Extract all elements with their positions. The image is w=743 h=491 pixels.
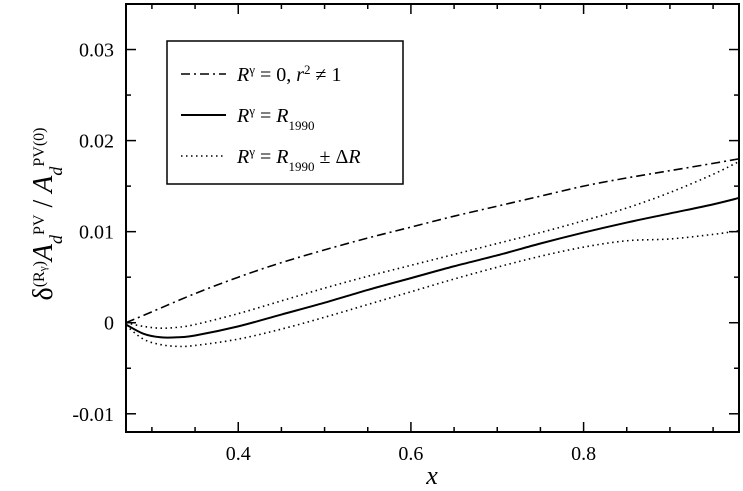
legend-3-R3: R <box>347 146 360 168</box>
ylabel-sub-d2: d <box>46 166 66 176</box>
legend-3-sup: γ <box>248 144 255 159</box>
legend-label-1: Rγ = 0, r2 ≠ 1 <box>236 62 342 87</box>
legend-2-main: R <box>236 105 249 127</box>
ylabel-sup-pv0: PV(0) <box>31 128 48 167</box>
series-line-dashdot-0 <box>125 158 740 324</box>
ylabel-A2: A <box>28 175 59 195</box>
legend-1-main: R <box>236 64 249 86</box>
ylabel-sub-d: d <box>46 234 66 244</box>
ylabel-sup: (R <box>31 271 48 287</box>
legend: Rγ = 0, r2 ≠ 1 Rγ = R1990 Rγ = R1990 ± Δ… <box>166 40 404 185</box>
legend-3-sub: 1990 <box>288 159 314 174</box>
legend-3-rest1: = <box>255 146 276 168</box>
legend-3-rest2: ± Δ <box>314 146 348 168</box>
series-line-dotted-3 <box>125 229 740 348</box>
x-tick-label: 0.4 <box>226 443 251 465</box>
x-tick-label: 0.6 <box>398 443 423 465</box>
plot-curves <box>125 158 740 348</box>
y-tick-label: -0.01 <box>72 404 114 426</box>
legend-2-R2: R <box>275 105 288 127</box>
series-line-dotted-2 <box>125 160 740 330</box>
y-axis-title: δ(Rγ)AdPV / AdPV(0) <box>28 128 66 301</box>
y-tick-label: 0 <box>104 313 114 335</box>
legend-2-rest1: = <box>255 105 276 127</box>
legend-1-rest1: = 0, <box>255 64 296 86</box>
legend-1-r: r <box>296 64 304 86</box>
ylabel-close: ) <box>31 261 48 266</box>
legend-1-rest2: ≠ 1 <box>311 64 342 86</box>
legend-3-R2: R <box>275 146 288 168</box>
legend-2-sub: 1990 <box>288 118 314 133</box>
axis-ticks: 0.4 0.6 0.8 -0.01 0 0.01 0.02 0.03 <box>72 3 739 465</box>
legend-label-3: Rγ = R1990 ± ΔR <box>236 144 361 174</box>
legend-3-main: R <box>236 146 249 168</box>
ylabel-delta: δ <box>28 287 59 300</box>
legend-box <box>166 40 404 185</box>
plot-frame <box>125 3 740 433</box>
legend-2-sup: γ <box>248 103 255 118</box>
legend-1-rsup: 2 <box>304 62 311 77</box>
series-line-solid-1 <box>125 196 740 339</box>
y-tick-label: 0.01 <box>79 222 114 244</box>
legend-label-2: Rγ = R1990 <box>236 103 314 133</box>
x-axis-title: x <box>425 461 438 490</box>
y-tick-label: 0.03 <box>79 40 114 62</box>
x-tick-label: 0.8 <box>571 443 596 465</box>
legend-1-sup: γ <box>248 62 255 77</box>
ylabel-sup-pv: PV <box>31 214 48 235</box>
ylabel-slash: / <box>28 193 59 215</box>
y-tick-label: 0.02 <box>79 131 114 153</box>
ylabel-A: A <box>28 243 59 263</box>
ylabel-supsup: γ <box>37 266 49 272</box>
